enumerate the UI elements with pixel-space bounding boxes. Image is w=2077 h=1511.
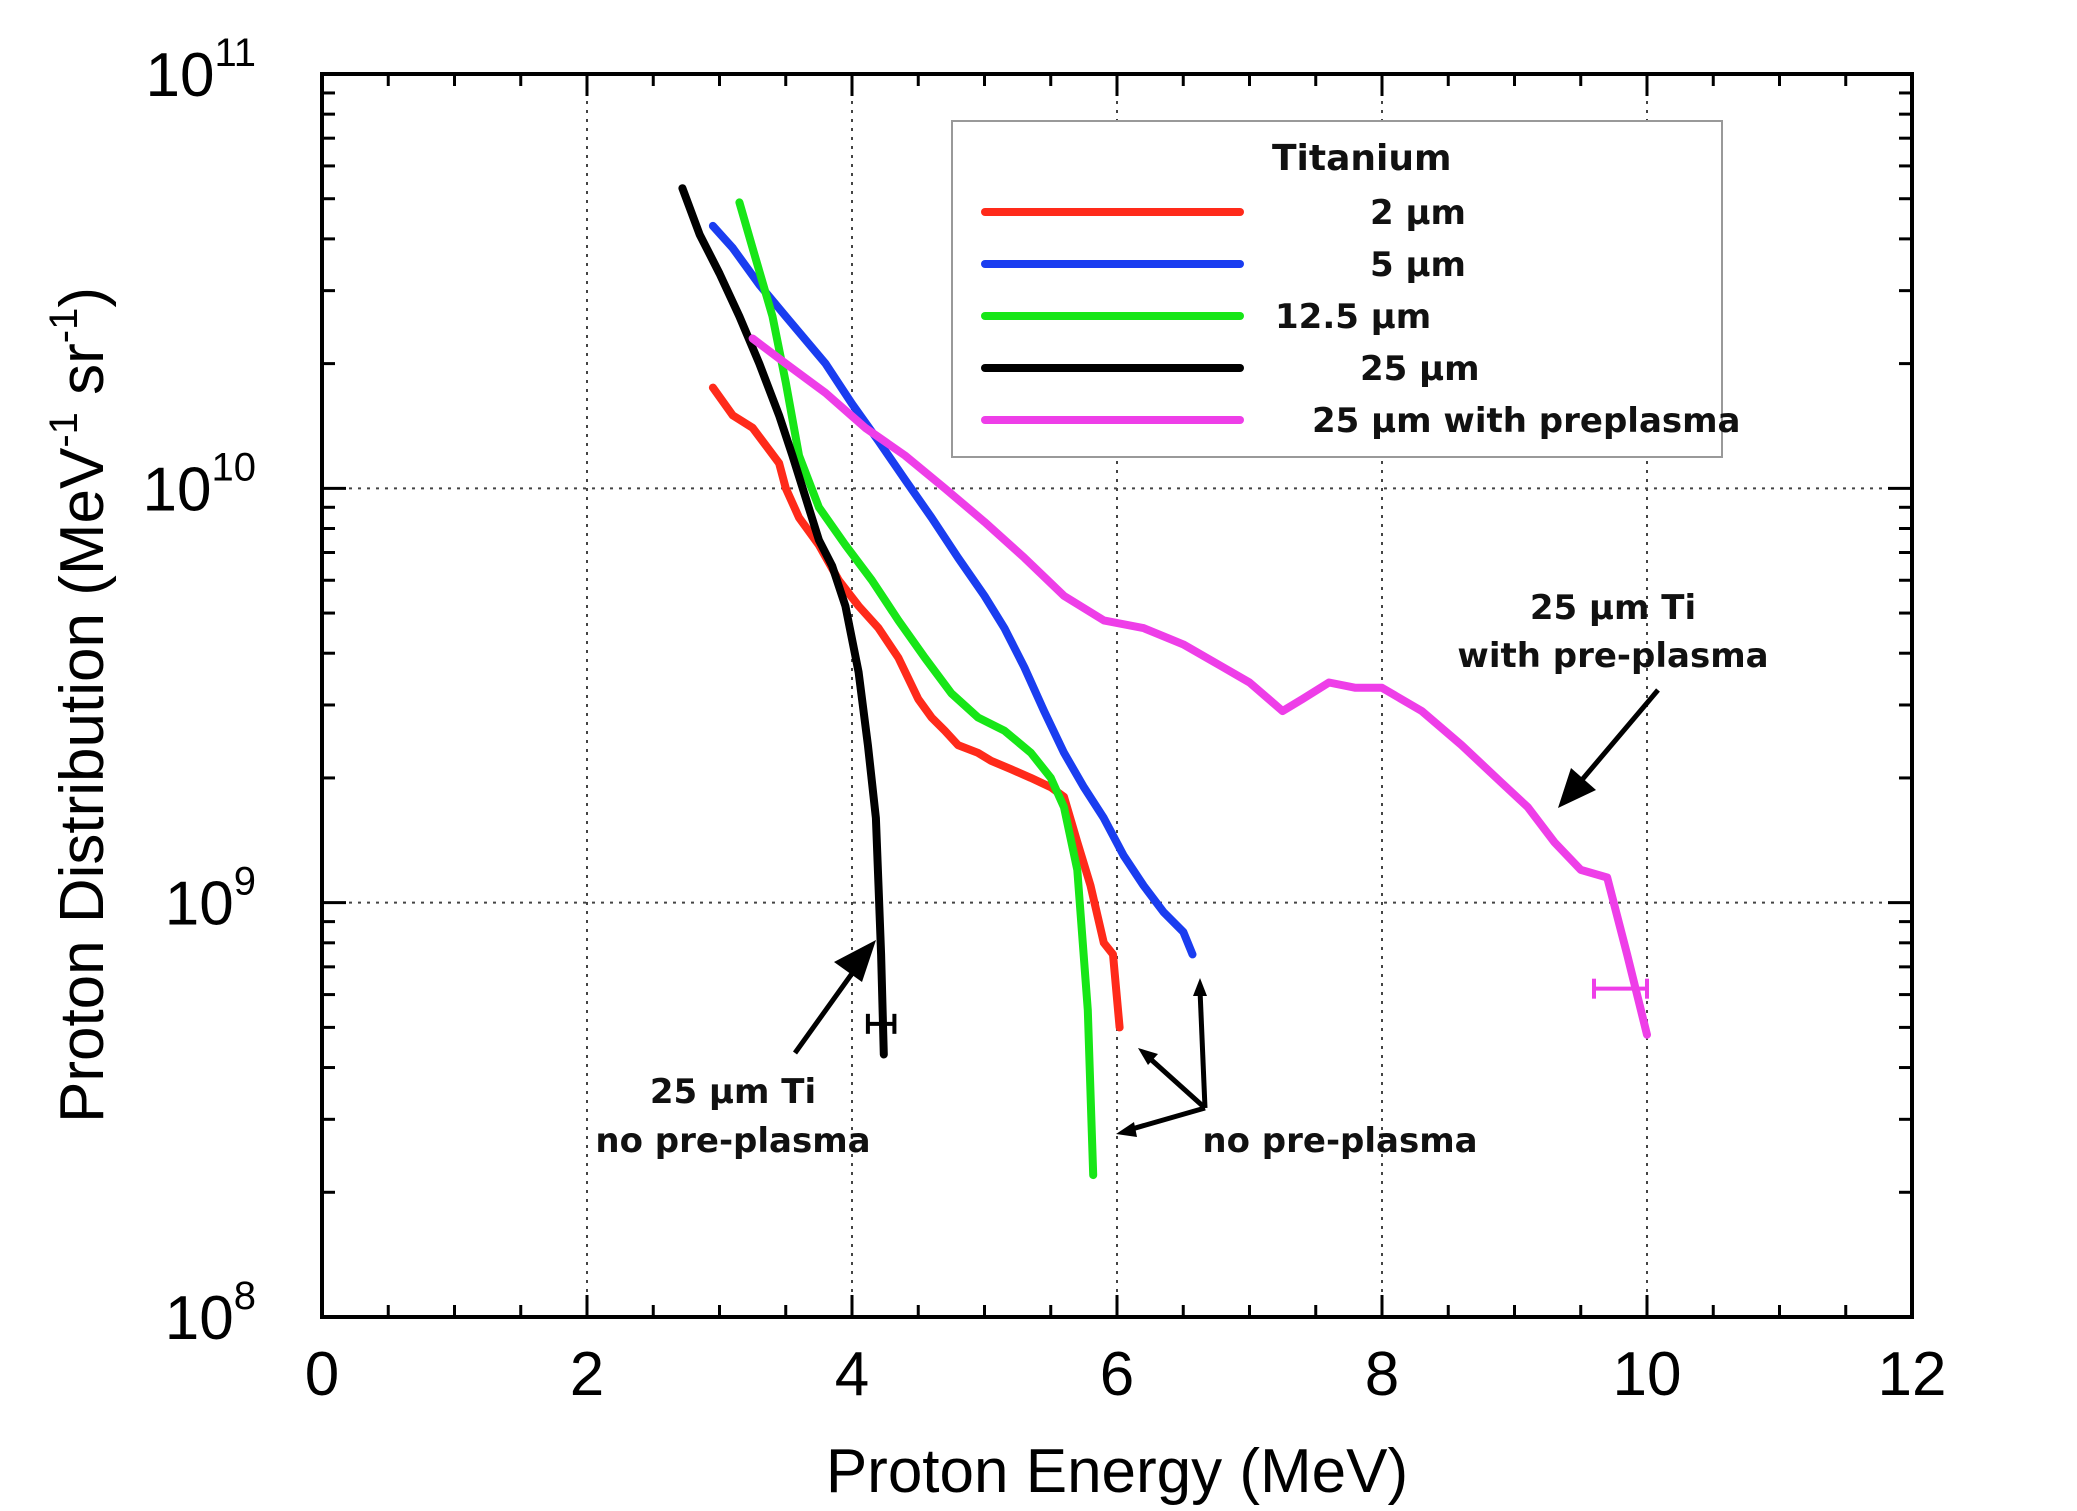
annotation-label: no pre-plasma (1202, 1121, 1477, 1161)
annotation-no-preplasma-25um: 25 µm Ti no pre-plasma (595, 940, 876, 1161)
annotation-label: no pre-plasma (595, 1121, 870, 1161)
error-bars (865, 978, 1649, 1034)
x-tick-label: 0 (305, 1340, 339, 1409)
x-tick-label: 4 (835, 1340, 869, 1409)
arrow-head (1558, 768, 1596, 808)
annotation-arrow (1144, 1053, 1207, 1110)
annotation-with-preplasma: 25 µm Ti with pre-plasma (1457, 588, 1769, 808)
legend-label: 25 µm with preplasma (1312, 401, 1741, 441)
legend-label: 5 µm (1370, 245, 1466, 285)
annotation-label: 25 µm Ti (1530, 588, 1696, 628)
arrow-head (1138, 1048, 1158, 1065)
y-tick-label: 1011 (146, 31, 257, 110)
legend-label: 12.5 µm (1275, 297, 1431, 337)
series-line-4 (748, 334, 1651, 1039)
plot-frame (320, 72, 1914, 1319)
error-bar (865, 1013, 897, 1034)
x-tick-label: 2 (570, 1340, 604, 1409)
legend-entries: 2 µm 5 µm 12.5 µm 25 µm 25 µm with preplasma (981, 193, 1741, 441)
y-tick-labels: 108 109 1010 1011 (143, 31, 256, 1353)
legend-label: 25 µm (1360, 349, 1480, 389)
x-tick-label: 8 (1365, 1340, 1399, 1409)
annotation-arrow (1568, 688, 1660, 796)
y-tick-label: 1010 (143, 445, 256, 524)
annotation-arrow (1197, 989, 1208, 1109)
arrow-head (1116, 1122, 1137, 1137)
x-tick-label: 10 (1613, 1340, 1682, 1409)
data-series (678, 184, 1651, 1180)
legend: Titanium 2 µm 5 µm 12.5 µm 25 µm 25 µm with … (951, 120, 1741, 458)
y-tick-label: 108 (165, 1274, 256, 1353)
arrow-head (834, 940, 876, 982)
series-line-2 (735, 198, 1098, 1180)
series-line-0 (708, 383, 1124, 1032)
y-axis-title: Proton Distribution (MeV-1 sr-1) (42, 287, 117, 1123)
annotation-arrow (1124, 1105, 1206, 1134)
y-tick-label: 109 (165, 860, 256, 939)
arrow-head (1193, 978, 1207, 996)
annotation-label: 25 µm Ti (650, 1072, 816, 1112)
x-tick-label: 12 (1878, 1340, 1947, 1409)
legend-title: Titanium (1272, 138, 1452, 179)
series-line-3 (678, 184, 888, 1059)
legend-box (951, 120, 1723, 458)
error-bar (1592, 978, 1649, 999)
annotation-no-preplasma-thin: no pre-plasma (1116, 978, 1478, 1161)
x-tick-labels: 0 2 4 6 8 10 12 (305, 1340, 1947, 1409)
legend-label: 2 µm (1370, 193, 1466, 233)
x-axis-title: Proton Energy (MeV) (826, 1437, 1408, 1506)
series-line-1 (708, 221, 1197, 959)
annotation-label: with pre-plasma (1457, 636, 1768, 676)
x-tick-label: 6 (1100, 1340, 1134, 1409)
